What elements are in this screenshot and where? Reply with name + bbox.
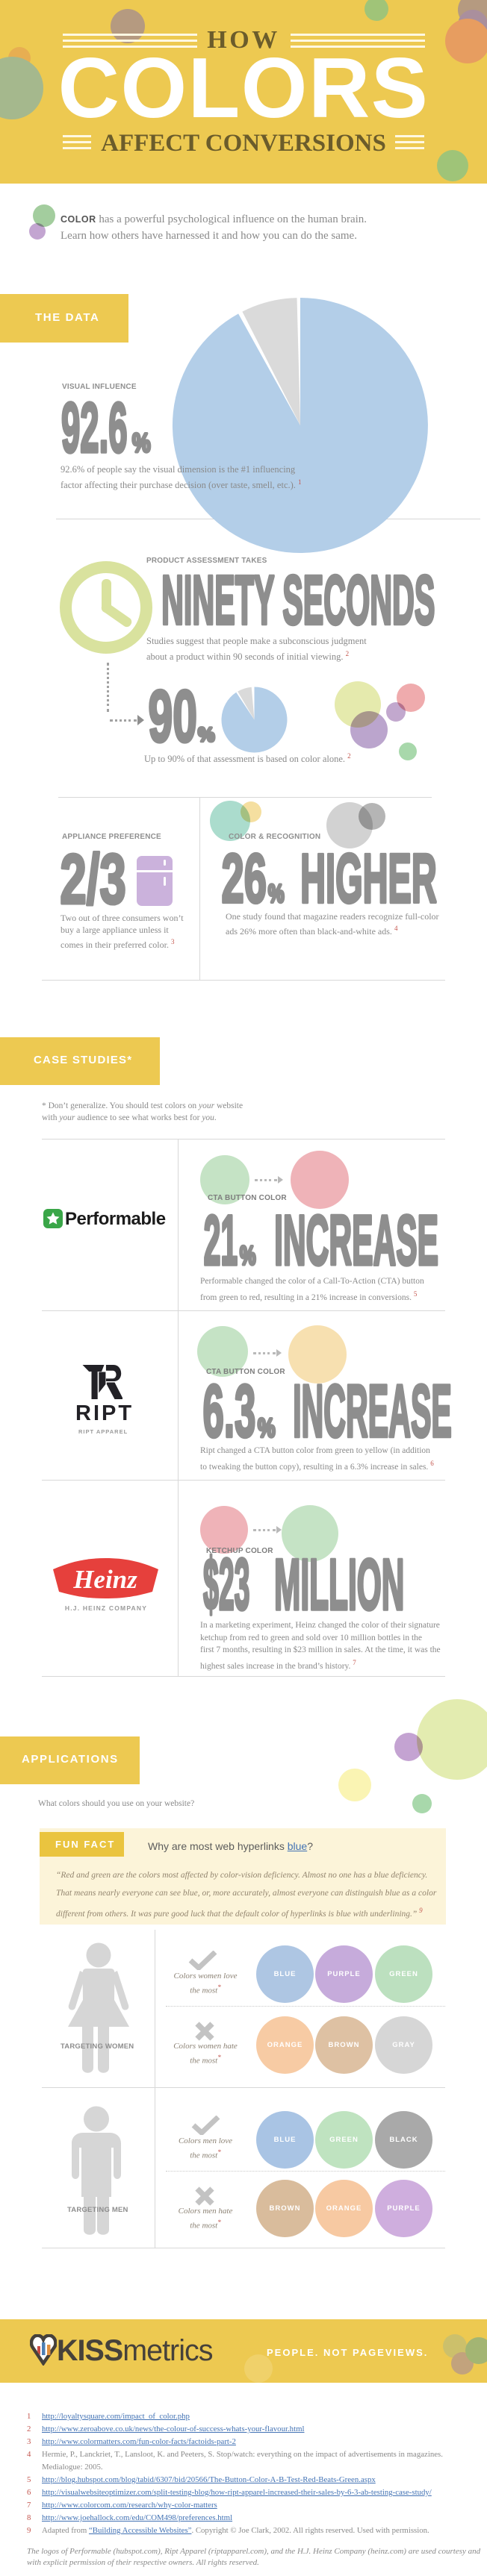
svg-text:2/3: 2/3: [60, 848, 125, 912]
svg-text:Heinz: Heinz: [72, 1565, 137, 1594]
svg-text:INCREASE: INCREASE: [274, 1209, 438, 1273]
svg-text:%: %: [198, 723, 215, 746]
svg-text:%: %: [132, 429, 151, 457]
svg-text:26: 26: [222, 848, 267, 910]
svg-text:NINETY SECONDS: NINETY SECONDS: [161, 569, 435, 632]
svg-text:21: 21: [204, 1209, 238, 1273]
svg-text:MILLION: MILLION: [274, 1553, 404, 1618]
svg-text:%: %: [258, 1414, 276, 1442]
svg-text:$23: $23: [203, 1553, 249, 1618]
svg-text:INCREASE: INCREASE: [293, 1379, 452, 1445]
svg-text:%: %: [268, 880, 284, 908]
svg-text:90: 90: [149, 684, 197, 750]
svg-text:92.6: 92.6: [61, 396, 128, 460]
svg-text:%: %: [240, 1242, 255, 1270]
svg-text:6.3: 6.3: [203, 1379, 256, 1445]
svg-text:HIGHER: HIGHER: [300, 848, 437, 910]
